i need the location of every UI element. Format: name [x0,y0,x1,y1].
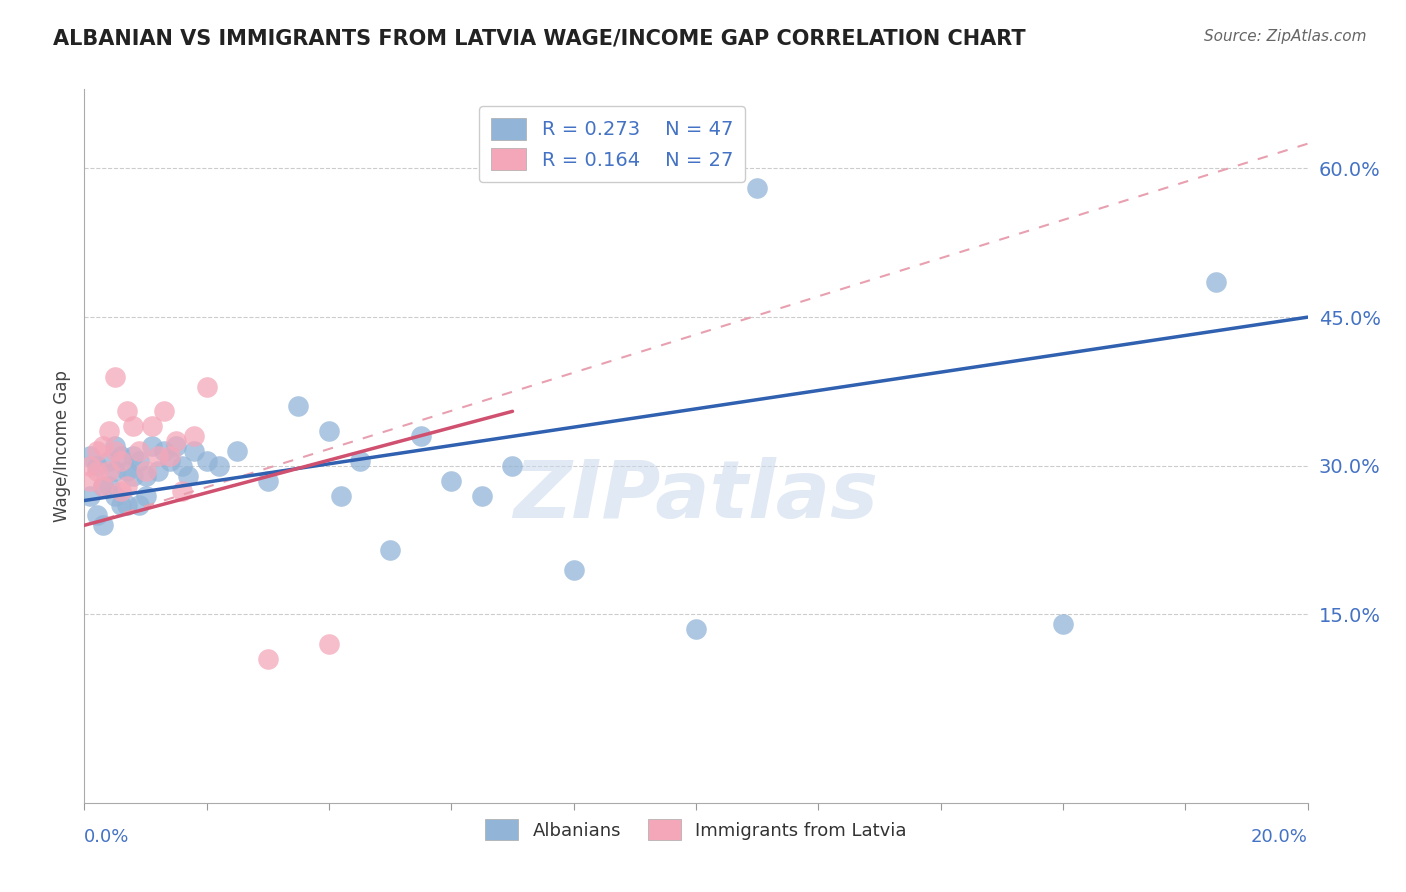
Point [165,434,187,448]
Point [79,458,101,473]
Point [146,449,169,463]
Point [122,419,145,434]
Point [287,400,309,414]
Y-axis label: Wage/Income Gap: Wage/Income Gap [53,370,72,522]
Point [128,499,150,513]
Point [318,424,340,438]
Text: ALBANIAN VS IMMIGRANTS FROM LATVIA WAGE/INCOME GAP CORRELATION CHART: ALBANIAN VS IMMIGRANTS FROM LATVIA WAGE/… [53,29,1026,48]
Point [502,458,524,473]
Point [380,543,402,558]
Point [195,379,218,393]
Point [128,454,150,468]
Point [195,454,218,468]
Point [110,499,132,513]
Point [165,439,187,453]
Point [159,449,181,463]
Point [1052,617,1074,632]
Point [177,468,200,483]
Point [172,483,194,498]
Point [208,458,231,473]
Text: ZIPatlas: ZIPatlas [513,457,879,535]
Point [183,429,205,443]
Point [97,478,120,492]
Point [110,483,132,498]
Point [122,449,145,463]
Point [1205,276,1227,290]
Point [146,464,169,478]
Point [153,444,176,458]
Point [104,369,127,384]
Point [86,508,108,523]
Point [91,478,114,492]
Point [122,468,145,483]
Point [104,444,127,458]
Point [128,444,150,458]
Point [318,637,340,651]
Point [153,404,176,418]
Text: 0.0%: 0.0% [84,828,129,846]
Legend: Albanians, Immigrants from Latvia: Albanians, Immigrants from Latvia [478,812,914,847]
Point [141,439,163,453]
Point [97,424,120,438]
Point [104,464,127,478]
Point [86,464,108,478]
Point [471,489,494,503]
Point [110,454,132,468]
Point [91,439,114,453]
Text: 20.0%: 20.0% [1251,828,1308,846]
Point [330,489,353,503]
Point [115,478,138,492]
Text: Source: ZipAtlas.com: Source: ZipAtlas.com [1204,29,1367,44]
Point [135,489,157,503]
Point [115,404,138,418]
Point [257,652,280,666]
Point [79,449,101,463]
Point [409,429,432,443]
Point [172,458,194,473]
Point [86,444,108,458]
Point [226,444,249,458]
Point [115,464,138,478]
Point [97,454,120,468]
Point [91,518,114,533]
Point [141,419,163,434]
Point [86,458,108,473]
Point [104,439,127,453]
Point [135,464,157,478]
Point [110,449,132,463]
Point [115,499,138,513]
Point [349,454,371,468]
Point [104,489,127,503]
Point [79,474,101,488]
Point [685,623,707,637]
Point [562,563,585,577]
Point [747,181,769,195]
Point [79,489,101,503]
Point [97,464,120,478]
Point [440,474,463,488]
Point [159,454,181,468]
Point [257,474,280,488]
Point [135,468,157,483]
Point [91,478,114,492]
Point [183,444,205,458]
